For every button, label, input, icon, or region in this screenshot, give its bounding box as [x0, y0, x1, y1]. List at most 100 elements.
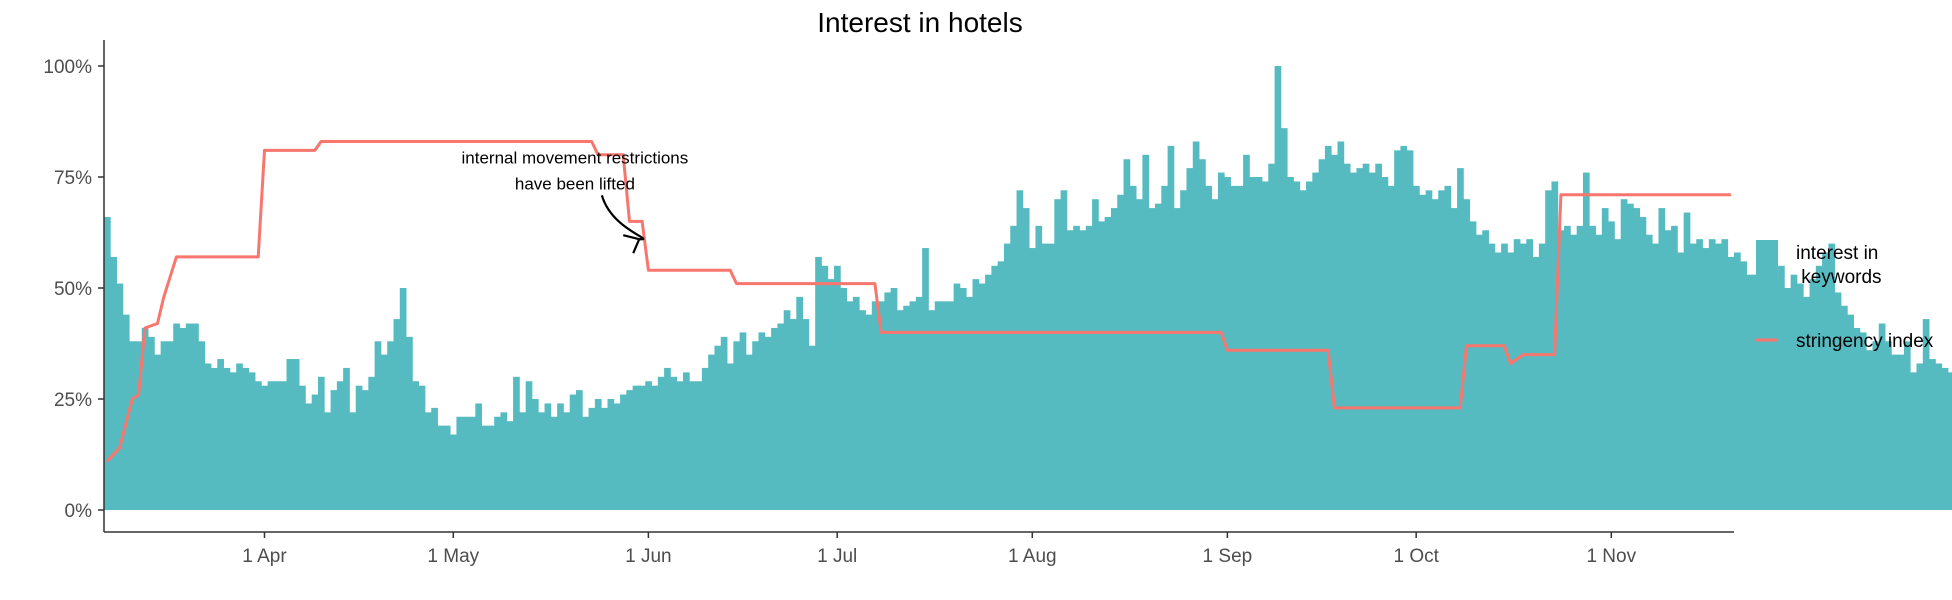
bar [242, 367, 250, 510]
bar [280, 381, 287, 510]
bar [1759, 274, 1766, 510]
bar [1488, 243, 1496, 510]
bar [1885, 341, 1892, 510]
bar [1324, 145, 1332, 511]
bar [494, 416, 501, 510]
annotation: internal movement restrictions have been … [462, 148, 688, 254]
bar [878, 301, 885, 510]
legend-label-interest-line1: interest in [1796, 243, 1878, 264]
bar [1538, 243, 1546, 510]
bar [255, 381, 262, 510]
bar [1469, 221, 1477, 510]
bar [1318, 159, 1326, 511]
bar [1073, 225, 1080, 510]
bar [796, 296, 803, 510]
bar [1406, 150, 1414, 511]
bar [1494, 252, 1502, 511]
bar [1261, 181, 1269, 510]
bar [557, 403, 564, 510]
annotation-arrow [600, 195, 645, 241]
bar [1243, 154, 1250, 511]
x-tick-label: 1 Nov [1586, 546, 1636, 567]
bar [210, 367, 218, 510]
annotation-arrowhead [622, 234, 641, 254]
bar [1589, 225, 1596, 510]
bar [1287, 177, 1294, 510]
bar [941, 301, 948, 510]
bar [884, 292, 892, 510]
y-tick-label: 25% [54, 390, 92, 411]
bar [947, 301, 955, 510]
chart-title: Interest in hotels [817, 7, 1022, 38]
bar [733, 341, 741, 510]
bar [601, 407, 608, 510]
bar [695, 381, 703, 510]
bar [1268, 163, 1275, 510]
bar [1803, 296, 1810, 510]
bar [1664, 230, 1672, 510]
bar [154, 354, 162, 510]
bar [525, 381, 533, 510]
bar [1217, 172, 1225, 510]
bar [1136, 199, 1143, 510]
bar [1041, 243, 1049, 510]
bar [720, 336, 728, 510]
bar [972, 279, 980, 510]
bar [1947, 372, 1952, 510]
bar [538, 412, 545, 510]
bar [217, 359, 224, 510]
bar [1173, 208, 1181, 510]
bar [620, 394, 627, 510]
bar [1526, 239, 1534, 510]
legend-key-interest [1756, 240, 1778, 282]
bar [1236, 185, 1244, 510]
bar [336, 381, 344, 510]
bar [871, 301, 879, 510]
bar [834, 265, 841, 510]
bar [424, 412, 432, 510]
x-tick-label: 1 Aug [1008, 546, 1057, 567]
bar [959, 288, 967, 510]
bar [129, 341, 136, 510]
bar [1557, 230, 1565, 510]
bar [544, 403, 552, 510]
bar [1280, 128, 1288, 510]
bar [664, 367, 671, 510]
bar [1815, 265, 1823, 510]
bar [1501, 243, 1508, 510]
bar [198, 341, 206, 510]
bar [1796, 283, 1804, 510]
bar [852, 296, 860, 510]
y-tick-label: 100% [43, 57, 92, 78]
bar [676, 381, 684, 510]
bar [1847, 314, 1854, 510]
bar [1199, 159, 1206, 511]
bar [299, 385, 306, 510]
bar [827, 279, 835, 510]
bar [550, 416, 558, 510]
bar [607, 399, 615, 510]
bar [1085, 225, 1093, 510]
bar [909, 301, 917, 510]
bar [953, 283, 961, 510]
bar [362, 390, 369, 510]
bar [1035, 225, 1043, 510]
bar [1822, 252, 1829, 511]
bar [1916, 363, 1924, 510]
bar [846, 301, 854, 510]
bar [1627, 203, 1634, 510]
bar [1381, 177, 1389, 510]
bar [985, 274, 992, 510]
bar [1576, 225, 1584, 510]
bar [456, 416, 464, 510]
bar [305, 403, 313, 510]
x-tick-label: 1 Jun [625, 546, 671, 567]
bar [1457, 168, 1464, 510]
bar [1192, 141, 1200, 511]
bar [1746, 274, 1754, 510]
bar [1639, 216, 1647, 510]
bar [922, 248, 929, 511]
bar [1180, 190, 1187, 510]
bar [1123, 159, 1131, 511]
bar [840, 288, 848, 510]
